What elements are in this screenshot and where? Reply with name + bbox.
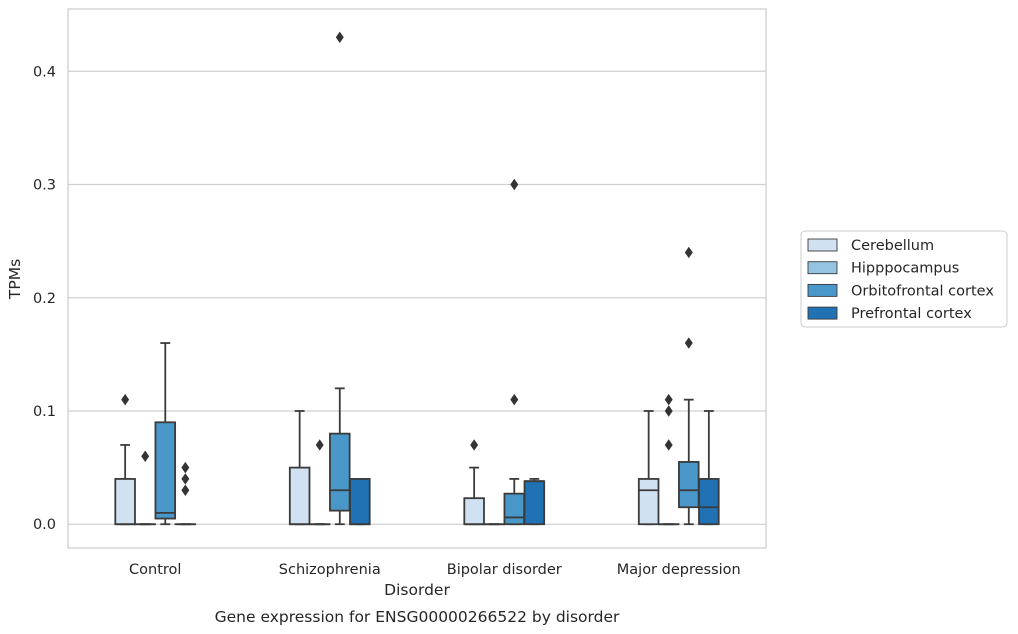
box-body: [349, 478, 371, 526]
legend-swatch: [807, 261, 838, 275]
y-tick-label: 0.3: [33, 178, 56, 194]
outlier-point: [335, 31, 344, 44]
y-tick-label: 0.1: [33, 404, 56, 420]
box-body: [637, 478, 660, 526]
legend-swatch: [807, 306, 838, 320]
legend-frame: [800, 230, 1008, 328]
outlier-point: [510, 178, 519, 191]
outlier-point: [181, 484, 190, 496]
box-2: [657, 393, 680, 526]
outlier-point: [664, 393, 673, 406]
outlier-point: [684, 337, 693, 349]
box-4: [698, 410, 720, 526]
y-tick-labels: 0.0 0.1 0.2 0.3 0.4: [33, 64, 56, 533]
legend: Cerebellum Hipppocampus Orbitofrontal cort…: [800, 230, 1008, 328]
outlier-point: [315, 439, 324, 451]
box-1: [288, 410, 311, 526]
outlier-point: [181, 473, 190, 485]
box-3: [503, 178, 526, 526]
box-body: [698, 478, 720, 526]
box-1: [637, 410, 660, 526]
outlier-point: [470, 439, 479, 451]
box-series: [114, 31, 720, 526]
y-tick-label: 0.4: [33, 64, 56, 80]
legend-item: Hipppocampus: [807, 261, 959, 277]
box-3: [154, 342, 177, 526]
x-tick-label: Major depression: [617, 562, 741, 578]
legend-label: Cerebellum: [851, 238, 934, 254]
box-body: [329, 432, 351, 512]
x-tick-labels: Control Schizophrenia Bipolar disorder Majo…: [129, 562, 741, 578]
box-3: [678, 246, 700, 526]
box-3: [329, 31, 351, 526]
box-4: [349, 478, 371, 526]
box-body: [463, 497, 485, 526]
box-2: [308, 439, 331, 526]
plot-area-frame: [67, 8, 767, 549]
x-tick-label: Bipolar disorder: [447, 562, 562, 578]
box-4: [523, 478, 546, 526]
outlier-point: [121, 393, 130, 406]
outlier-point: [141, 450, 150, 463]
x-axis-title: Disorder: [384, 581, 450, 599]
legend-label: Hipppocampus: [851, 261, 959, 277]
x-tick-label: Control: [129, 562, 181, 578]
box-1: [463, 439, 485, 526]
outlier-point: [664, 405, 673, 417]
legend-label: Orbitofrontal cortex: [851, 283, 994, 299]
box-2: [134, 450, 156, 526]
y-tick-label: 0.0: [33, 517, 56, 533]
legend-item: Orbitofrontal cortex: [807, 283, 994, 299]
box-body: [678, 461, 700, 509]
legend-item: Cerebellum: [807, 238, 934, 254]
box-body: [503, 492, 526, 526]
x-tick-label: Schizophrenia: [279, 562, 381, 578]
box-body: [154, 421, 177, 520]
outlier-point: [181, 461, 190, 474]
legend-swatch: [807, 283, 838, 297]
y-axis-title: TPMs: [6, 259, 24, 300]
y-tick-label: 0.2: [33, 291, 56, 307]
box-body: [288, 466, 311, 526]
legend-swatch: [807, 238, 838, 252]
legend-label: Prefrontal cortex: [851, 306, 972, 322]
chart-caption: Gene expression for ENSG00000266522 by d…: [215, 608, 620, 626]
box-1: [114, 393, 136, 526]
legend-item: Prefrontal cortex: [807, 306, 972, 322]
outlier-point: [684, 246, 693, 259]
box-4: [174, 461, 197, 526]
outlier-point: [510, 393, 519, 406]
outlier-point: [664, 439, 673, 451]
box-body: [114, 478, 136, 526]
box-body: [523, 480, 546, 526]
